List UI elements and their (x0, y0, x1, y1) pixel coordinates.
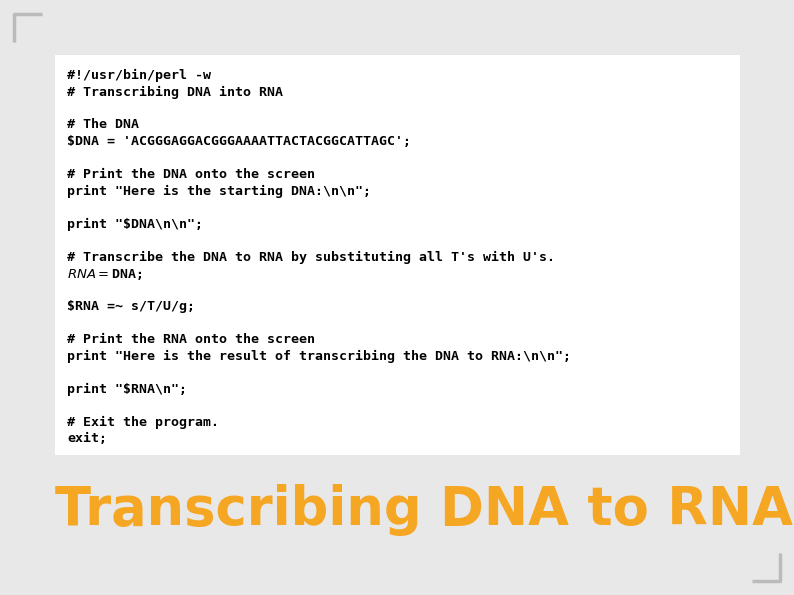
Text: # Print the DNA onto the screen: # Print the DNA onto the screen (67, 168, 315, 181)
Text: # The DNA: # The DNA (67, 118, 139, 131)
Text: Transcribing DNA to RNA: Transcribing DNA to RNA (55, 484, 793, 536)
Text: # Transcribing DNA into RNA: # Transcribing DNA into RNA (67, 86, 283, 99)
Text: print "Here is the result of transcribing the DNA to RNA:\n\n";: print "Here is the result of transcribin… (67, 349, 571, 362)
Text: print "$RNA\n";: print "$RNA\n"; (67, 383, 187, 396)
Text: # Print the RNA onto the screen: # Print the RNA onto the screen (67, 333, 315, 346)
Text: # Transcribe the DNA to RNA by substituting all T's with U's.: # Transcribe the DNA to RNA by substitut… (67, 250, 555, 264)
Text: $RNA =~ s/T/U/g;: $RNA =~ s/T/U/g; (67, 300, 195, 313)
Text: print "Here is the starting DNA:\n\n";: print "Here is the starting DNA:\n\n"; (67, 184, 371, 198)
Text: # Exit the program.: # Exit the program. (67, 415, 219, 428)
Text: $DNA = 'ACGGGAGGACGGGAAAATTACTACGGCATTAGC';: $DNA = 'ACGGGAGGACGGGAAAATTACTACGGCATTAG… (67, 135, 411, 148)
Text: #!/usr/bin/perl -w: #!/usr/bin/perl -w (67, 69, 211, 82)
Text: $RNA = $DNA;: $RNA = $DNA; (67, 267, 142, 282)
Text: exit;: exit; (67, 432, 107, 445)
FancyBboxPatch shape (55, 55, 740, 455)
Text: print "$DNA\n\n";: print "$DNA\n\n"; (67, 218, 203, 231)
